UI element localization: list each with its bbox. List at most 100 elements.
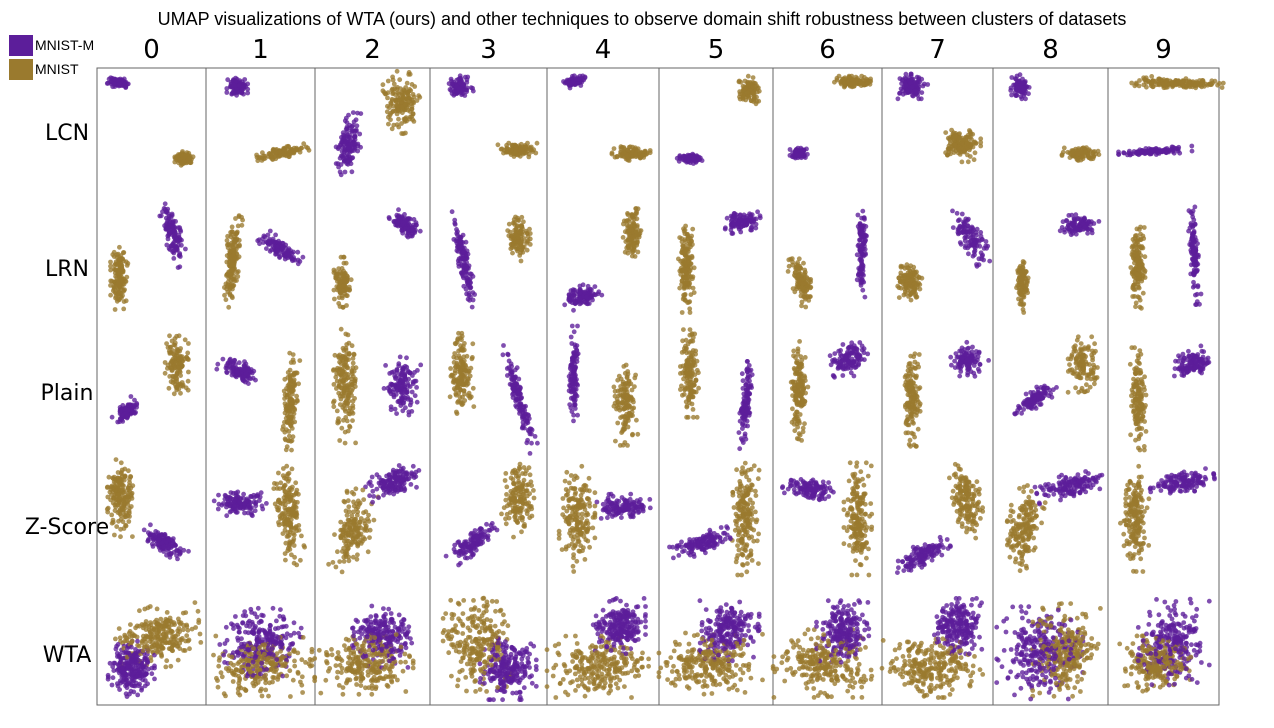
scatter-points xyxy=(104,68,1226,703)
point-mnist xyxy=(292,419,298,425)
point-mnist xyxy=(403,116,409,122)
point-mnist xyxy=(799,299,805,305)
point-mnist-m xyxy=(682,158,687,163)
point-mnist-m xyxy=(463,286,469,292)
legend-swatch-mnist-m xyxy=(9,35,33,56)
point-mnist xyxy=(637,228,642,234)
point-mnist xyxy=(682,283,688,289)
point-mnist xyxy=(978,140,984,145)
point-mnist-m xyxy=(577,291,583,296)
point-mnist xyxy=(108,292,113,298)
point-mnist-m xyxy=(1153,146,1159,151)
point-mnist-m xyxy=(245,90,251,96)
point-mnist xyxy=(117,263,123,269)
point-mnist-m xyxy=(342,169,348,175)
point-mnist xyxy=(332,296,337,302)
point-mnist-m xyxy=(464,291,469,297)
point-mnist xyxy=(385,95,390,101)
point-mnist xyxy=(172,355,178,361)
point-mnist-m xyxy=(396,214,401,220)
point-mnist xyxy=(1067,155,1073,161)
point-mnist xyxy=(508,147,514,153)
point-mnist xyxy=(116,268,121,274)
point-mnist xyxy=(959,141,965,147)
column-label-3: 3 xyxy=(480,35,497,65)
column-label-7: 7 xyxy=(929,35,946,65)
row-label-wta: WTA xyxy=(43,643,92,668)
point-mnist xyxy=(292,147,298,153)
point-mnist-m xyxy=(349,169,355,175)
point-mnist-m xyxy=(171,256,177,261)
point-mnist-m xyxy=(470,274,476,279)
point-mnist xyxy=(515,239,521,245)
point-mnist-m xyxy=(237,78,243,83)
point-mnist-m xyxy=(215,361,221,367)
point-mnist-m xyxy=(451,92,457,98)
point-mnist xyxy=(117,290,123,296)
point-mnist-m xyxy=(253,377,258,383)
point-mnist-m xyxy=(224,90,230,95)
point-mnist xyxy=(388,111,394,116)
point-mnist-m xyxy=(599,292,605,298)
point-mnist xyxy=(169,368,175,373)
point-mnist-m xyxy=(1085,230,1090,236)
point-mnist-m xyxy=(1068,227,1074,233)
point-mnist xyxy=(1078,157,1084,163)
point-mnist xyxy=(1193,81,1199,87)
point-mnist xyxy=(965,152,970,158)
point-mnist xyxy=(1131,247,1137,253)
point-mnist-m xyxy=(112,81,117,87)
column-label-6: 6 xyxy=(819,35,836,65)
point-mnist xyxy=(1091,153,1096,159)
point-mnist xyxy=(1141,225,1147,230)
point-mnist-m xyxy=(741,219,747,225)
point-mnist-m xyxy=(1193,245,1199,250)
point-mnist xyxy=(1092,149,1097,154)
point-mnist-m xyxy=(1021,87,1026,93)
point-mnist xyxy=(525,148,530,154)
point-mnist xyxy=(1220,80,1226,86)
point-mnist-m xyxy=(983,239,989,244)
point-mnist xyxy=(1136,295,1142,300)
point-mnist xyxy=(1205,82,1211,88)
point-mnist xyxy=(396,116,401,122)
point-mnist-m xyxy=(346,145,351,150)
point-mnist xyxy=(224,238,230,243)
point-mnist xyxy=(956,135,961,141)
point-mnist xyxy=(1140,290,1146,296)
point-mnist xyxy=(231,239,237,245)
point-mnist-m xyxy=(396,207,401,213)
point-mnist xyxy=(1140,262,1145,268)
point-mnist-m xyxy=(571,307,576,313)
point-mnist-m xyxy=(353,127,359,133)
point-mnist xyxy=(1139,245,1144,251)
point-mnist xyxy=(626,232,632,238)
point-mnist-m xyxy=(166,213,172,219)
point-mnist-m xyxy=(465,296,471,302)
point-mnist-m xyxy=(757,213,763,219)
point-mnist xyxy=(534,140,540,146)
point-mnist xyxy=(785,269,791,274)
point-mnist-m xyxy=(338,162,344,167)
point-mnist-m xyxy=(448,88,454,93)
point-mnist-m xyxy=(170,224,176,230)
point-mnist xyxy=(832,79,837,85)
point-mnist-m xyxy=(460,256,466,262)
point-mnist-m xyxy=(464,265,470,271)
point-mnist-m xyxy=(295,249,301,255)
point-mnist-m xyxy=(862,233,868,239)
point-mnist xyxy=(795,278,801,284)
point-mnist xyxy=(1138,237,1144,243)
point-mnist-m xyxy=(343,126,349,132)
point-mnist xyxy=(239,214,245,220)
point-mnist xyxy=(117,283,123,289)
point-mnist-m xyxy=(799,155,804,161)
point-mnist xyxy=(971,157,977,163)
point-mnist-m xyxy=(464,271,470,277)
point-mnist-m xyxy=(109,414,115,420)
point-mnist xyxy=(228,274,234,280)
point-mnist xyxy=(846,80,851,85)
point-mnist xyxy=(1020,259,1026,264)
point-mnist-m xyxy=(585,283,591,289)
